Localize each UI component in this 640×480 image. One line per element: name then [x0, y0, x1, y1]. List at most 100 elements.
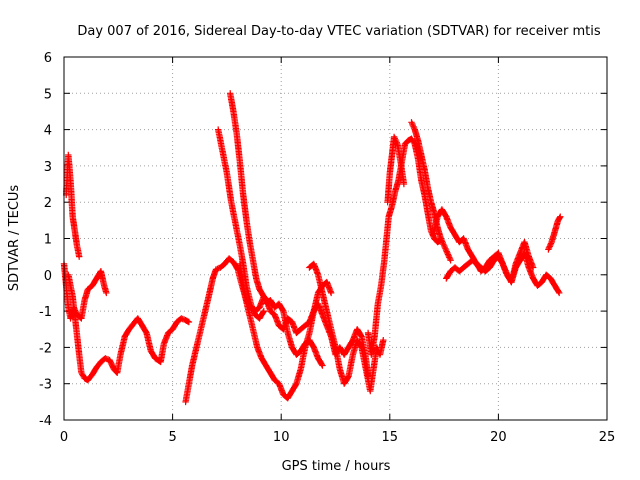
- data-point: [497, 256, 499, 258]
- data-point: [278, 303, 280, 305]
- data-point: [467, 248, 469, 250]
- y-tick-label: -2: [39, 341, 52, 356]
- data-point: [221, 150, 224, 152]
- y-tick-labels: -4 -3 -2 -1 0 1 2 3 4 5 6: [39, 51, 52, 429]
- y-tick-label: 5: [44, 87, 52, 102]
- data-point: [295, 354, 298, 356]
- data-point: [176, 321, 178, 323]
- data-point: [69, 179, 72, 182]
- data-point: [78, 256, 80, 258]
- data-point: [160, 361, 162, 363]
- data-point: [80, 372, 82, 374]
- data-point: [167, 332, 169, 334]
- data-point: [300, 328, 302, 330]
- data-point: [523, 241, 526, 243]
- series-arc-o: [545, 213, 564, 253]
- data-point: [519, 252, 521, 254]
- data-point: [497, 252, 499, 254]
- data-point: [78, 354, 80, 356]
- data-point: [404, 143, 406, 145]
- data-point: [383, 259, 385, 261]
- data-point: [441, 208, 443, 211]
- data-point: [389, 172, 391, 174]
- data-point: [232, 110, 235, 113]
- data-point: [76, 245, 78, 247]
- data-point: [274, 306, 276, 309]
- x-axis-label: GPS time / hours: [282, 459, 391, 474]
- data-point: [440, 237, 442, 240]
- x-tick-label: 0: [60, 430, 68, 445]
- data-point: [128, 328, 130, 330]
- data-point: [87, 379, 89, 381]
- data-point: [360, 346, 363, 348]
- data-point: [471, 256, 473, 258]
- y-tick-label: -4: [39, 414, 52, 429]
- data-point: [489, 266, 491, 269]
- data-point: [420, 179, 422, 182]
- data-point: [559, 216, 561, 218]
- data-point: [420, 154, 422, 156]
- data-point: [263, 295, 265, 298]
- data-point: [379, 354, 381, 356]
- series-arc-h: [262, 297, 326, 369]
- data-points: [60, 90, 564, 406]
- data-point: [261, 357, 263, 359]
- data-point: [195, 346, 198, 348]
- data-point: [414, 129, 416, 131]
- data-point: [256, 346, 258, 348]
- data-point: [476, 263, 478, 265]
- data-point: [265, 364, 267, 367]
- data-point: [204, 310, 206, 312]
- data-point: [493, 256, 495, 258]
- data-point: [317, 292, 319, 294]
- x-tick-label: 20: [490, 430, 507, 445]
- data-point: [145, 332, 148, 334]
- data-point: [304, 325, 306, 327]
- series-arc-c: [65, 271, 193, 384]
- data-point: [228, 257, 230, 260]
- data-point: [330, 328, 332, 330]
- data-point: [287, 397, 289, 399]
- data-point: [321, 364, 324, 367]
- data-point: [551, 241, 553, 243]
- data-point: [367, 332, 369, 334]
- series-arc-a: [60, 260, 110, 322]
- data-point: [74, 230, 76, 232]
- data-point: [427, 187, 429, 189]
- data-point: [372, 368, 375, 370]
- data-point: [391, 205, 393, 207]
- data-point: [239, 245, 241, 247]
- data-point: [282, 310, 284, 312]
- data-point: [185, 401, 187, 403]
- data-point: [104, 357, 106, 359]
- data-point: [141, 325, 143, 327]
- data-point: [72, 295, 74, 298]
- data-point: [258, 306, 261, 309]
- data-point: [376, 346, 378, 348]
- y-tick-label: -1: [39, 305, 52, 320]
- data-point: [116, 372, 118, 374]
- data-point: [532, 277, 534, 280]
- data-point: [369, 390, 371, 392]
- data-point: [433, 212, 435, 214]
- data-point: [326, 310, 328, 312]
- y-tick-label: 4: [44, 124, 52, 139]
- data-point: [528, 266, 530, 269]
- data-point: [91, 374, 93, 376]
- data-point: [265, 303, 267, 305]
- data-point: [191, 364, 193, 367]
- data-point: [519, 259, 521, 261]
- data-point: [532, 266, 534, 269]
- data-point: [450, 227, 452, 229]
- y-tick-label: 1: [44, 233, 52, 248]
- data-point: [427, 212, 429, 214]
- marker-track-arc-o: [545, 213, 564, 253]
- data-point: [403, 183, 405, 185]
- data-point: [410, 138, 413, 140]
- data-point: [343, 354, 345, 356]
- data-point: [185, 319, 187, 321]
- data-point: [67, 154, 69, 156]
- data-point: [229, 92, 231, 94]
- data-point: [347, 375, 350, 378]
- data-point: [489, 259, 491, 261]
